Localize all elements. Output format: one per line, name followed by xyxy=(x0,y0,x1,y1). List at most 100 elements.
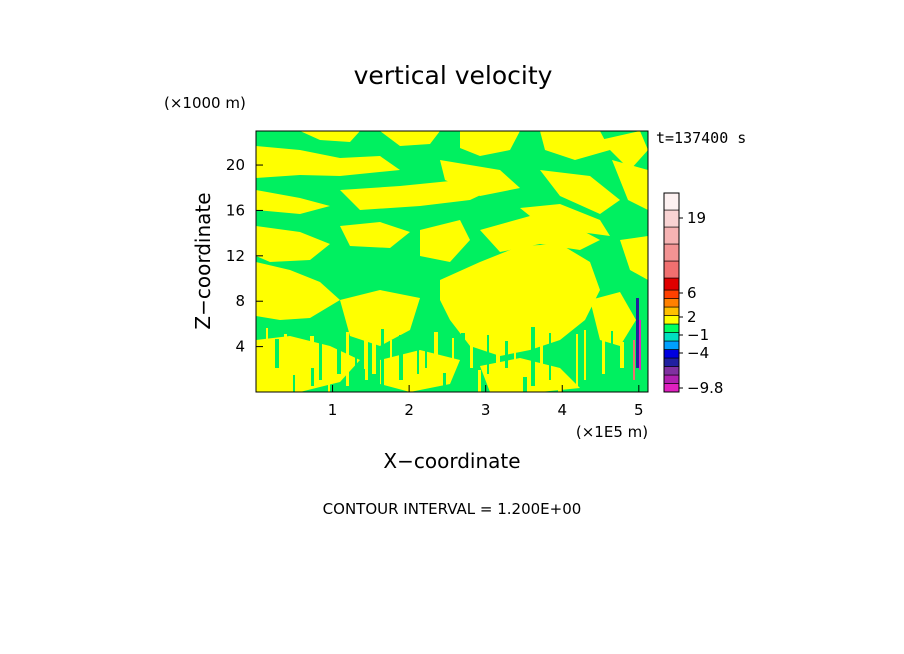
spike-mark xyxy=(461,333,465,386)
y-tick-label: 16 xyxy=(226,201,245,219)
time-label: t=137400 s xyxy=(656,129,746,147)
spike-mark xyxy=(408,376,411,392)
spike-mark xyxy=(549,333,551,380)
spike-mark xyxy=(593,371,597,392)
spike-mark xyxy=(576,334,578,386)
spike-mark xyxy=(496,330,500,386)
spike-mark xyxy=(602,336,605,374)
y-tick-label: 12 xyxy=(226,247,245,265)
positive-band xyxy=(590,292,636,346)
x-tick-label: 1 xyxy=(328,401,338,419)
spike-mark xyxy=(417,341,419,374)
spike-mark xyxy=(470,344,473,368)
spike-mark xyxy=(629,337,632,380)
positive-band xyxy=(620,236,648,280)
downdraft-column xyxy=(639,320,641,370)
colorbar-cell xyxy=(663,243,680,262)
positive-band xyxy=(380,131,440,146)
positive-band xyxy=(440,160,520,196)
spike-mark xyxy=(531,327,535,386)
spike-mark xyxy=(425,337,427,368)
positive-band xyxy=(480,216,600,252)
spike-mark xyxy=(372,334,376,374)
positive-band xyxy=(420,220,470,262)
spike-mark xyxy=(266,328,268,386)
colorbar-cell xyxy=(663,323,680,333)
colorbar-cell xyxy=(663,209,680,228)
spike-mark xyxy=(567,339,570,374)
spike-mark xyxy=(275,339,279,368)
spike-mark xyxy=(611,331,613,386)
spike-mark xyxy=(399,335,403,380)
colorbar-cell xyxy=(663,332,680,342)
x-axis-ticks: 1 2 3 4 5 xyxy=(328,385,644,419)
colorbar-cell xyxy=(663,383,680,393)
y-unit-label: (×1000 m) xyxy=(164,94,246,112)
colorbar-label: 6 xyxy=(687,284,697,302)
positive-band xyxy=(440,244,600,356)
spike-mark xyxy=(363,369,365,392)
positive-band xyxy=(256,262,340,320)
y-axis-label: Z−coordinate xyxy=(191,192,215,329)
colorbar-label: 19 xyxy=(687,209,706,227)
positive-band xyxy=(340,290,420,346)
y-tick-label: 20 xyxy=(226,156,245,174)
spike-mark xyxy=(355,343,357,368)
spike-mark xyxy=(364,338,368,380)
colorbar-cell xyxy=(663,349,680,359)
plot-frame xyxy=(255,130,649,393)
colorbar-cell xyxy=(663,357,680,367)
spike-mark xyxy=(319,331,322,380)
colorbar-cell xyxy=(663,260,680,279)
spike-mark xyxy=(381,329,384,386)
x-tick-label: 5 xyxy=(634,401,644,419)
colorbar-cell xyxy=(663,192,680,211)
spike-mark xyxy=(328,372,330,392)
positive-band xyxy=(300,131,360,142)
spike-mark xyxy=(620,342,624,368)
spike-mark xyxy=(540,338,543,368)
positive-band xyxy=(600,131,648,170)
positive-band xyxy=(256,336,360,392)
spike-mark xyxy=(443,373,446,392)
x-tick-label: 2 xyxy=(404,401,414,419)
positive-band xyxy=(256,190,330,214)
contour-interval: CONTOUR INTERVAL = 1.200E+00 xyxy=(323,500,582,518)
y-axis-ticks: 4 8 12 16 20 xyxy=(226,156,263,356)
spike-mark xyxy=(310,336,314,368)
spike-mark xyxy=(434,332,438,380)
positive-band xyxy=(460,131,520,156)
spike-mark xyxy=(558,374,562,392)
positive-band xyxy=(540,131,610,160)
colorbar-cell xyxy=(663,374,680,384)
colorbar-label: −1 xyxy=(687,326,709,344)
positive-band xyxy=(256,226,330,262)
colorbar-cell xyxy=(663,226,680,245)
positive-band xyxy=(340,222,410,248)
positive-band xyxy=(520,204,610,236)
colorbar-cell xyxy=(663,366,680,376)
plot-area xyxy=(255,130,649,393)
colorbar-cell xyxy=(663,306,680,316)
colorbar-label: −4 xyxy=(687,344,709,362)
spike-mark xyxy=(523,377,527,392)
colorbar-cell xyxy=(663,289,680,299)
downdraft-column xyxy=(636,298,639,368)
colorbar: 19 6 2−1−4 −9.8 xyxy=(663,192,723,397)
x-tick-label: 4 xyxy=(557,401,567,419)
spike-mark xyxy=(258,378,260,392)
x-axis-label: X−coordinate xyxy=(383,449,520,473)
colorbar-cell xyxy=(663,340,680,350)
velocity-field xyxy=(256,131,648,392)
spike-mark xyxy=(346,332,349,386)
spike-mark xyxy=(293,375,295,392)
spike-mark xyxy=(487,335,489,374)
spike-mark xyxy=(302,340,306,374)
y-tick-label: 8 xyxy=(235,292,245,310)
x-tick-label: 3 xyxy=(481,401,491,419)
colorbar-cell xyxy=(663,315,680,325)
colorbar-label: −9.8 xyxy=(687,379,723,397)
spike-mark xyxy=(390,340,392,368)
spike-mark xyxy=(452,338,454,374)
